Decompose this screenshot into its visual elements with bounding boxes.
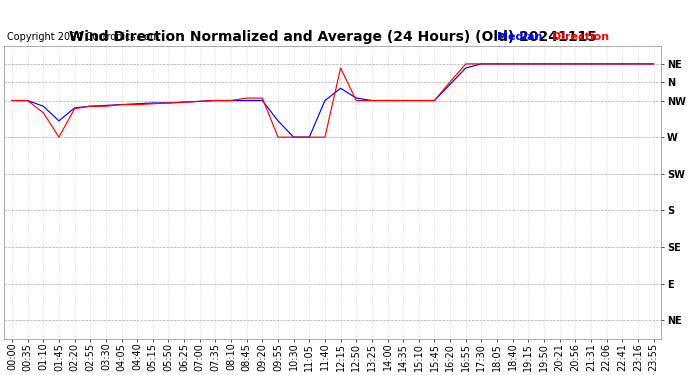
Text: Median: Median: [497, 32, 542, 42]
Title: Wind Direction Normalized and Average (24 Hours) (Old) 20241115: Wind Direction Normalized and Average (2…: [69, 30, 597, 44]
Text: Direction: Direction: [552, 32, 609, 42]
Text: Copyright 2024 Curtronics.com: Copyright 2024 Curtronics.com: [7, 32, 159, 42]
